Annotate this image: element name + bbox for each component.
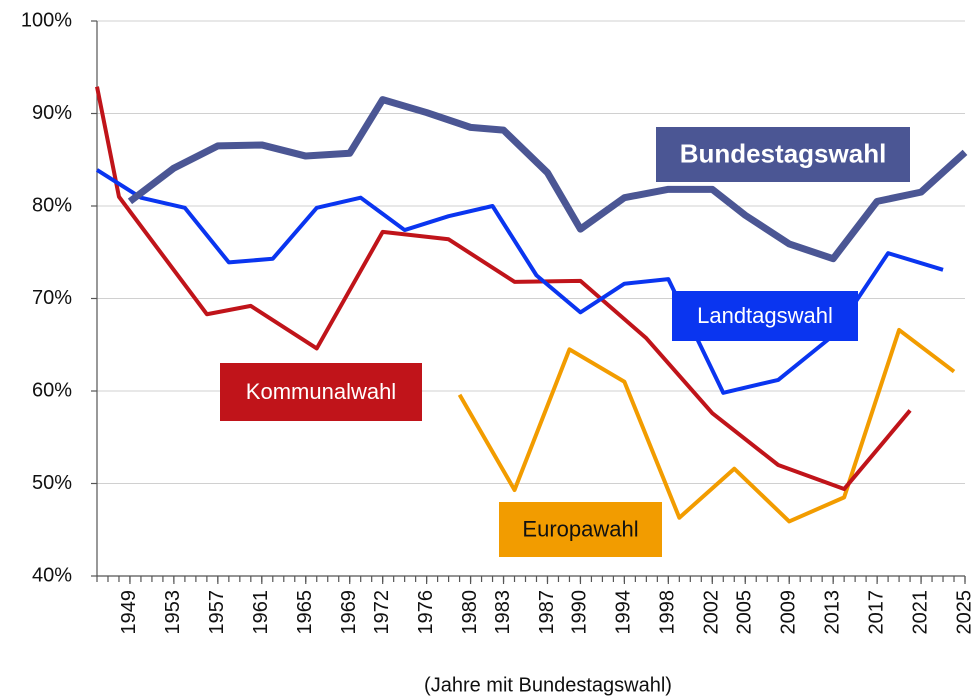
x-tick-label: 1987: [536, 590, 558, 635]
x-tick-label: 2017: [865, 590, 887, 635]
series-line: [127, 96, 968, 263]
legend-label: Kommunalwahl: [246, 379, 396, 404]
y-tick-label: 50%: [32, 472, 72, 494]
legend-box: [220, 363, 422, 421]
legend-label: Landtagswahl: [697, 303, 833, 328]
y-tick-label: 40%: [32, 564, 72, 586]
y-tick-label: 60%: [32, 379, 72, 401]
y-tick-label: 80%: [32, 194, 72, 216]
x-tick-label: 1969: [338, 590, 360, 635]
legend-label: Europawahl: [522, 516, 638, 541]
series-line: [95, 86, 912, 492]
legend-box: [672, 291, 858, 341]
legend-box: [656, 127, 910, 182]
x-tick-label: 1994: [613, 590, 635, 635]
x-tick-label: 1957: [206, 590, 228, 635]
y-tick-label: 100%: [21, 9, 72, 31]
x-tick-label: 1980: [459, 590, 481, 635]
legend-label: Bundestagswahl: [680, 138, 887, 168]
y-tick-label: 70%: [32, 287, 72, 309]
x-tick-label: 2021: [909, 590, 931, 635]
x-tick-label: 2025: [953, 590, 975, 635]
x-tick-label: 2009: [777, 590, 799, 635]
x-tick-label: 2002: [701, 590, 723, 635]
series-line: [457, 327, 956, 524]
x-tick-label: 1972: [371, 590, 393, 635]
x-tick-label: 1998: [657, 590, 679, 635]
x-tick-label: 1949: [118, 590, 140, 635]
x-tick-label: 1983: [492, 590, 514, 635]
x-tick-label: 1990: [569, 590, 591, 635]
x-axis-label: (Jahre mit Bundestagswahl): [424, 674, 672, 696]
series-line: [95, 168, 944, 395]
x-tick-label: 1976: [415, 590, 437, 635]
x-tick-label: 1961: [250, 590, 272, 635]
x-tick-label: 1953: [162, 590, 184, 635]
legend-box: [499, 502, 662, 557]
y-tick-label: 90%: [32, 102, 72, 124]
x-tick-label: 1965: [294, 590, 316, 635]
x-tick-label: 2005: [734, 590, 756, 635]
x-tick-label: 2013: [821, 590, 843, 635]
